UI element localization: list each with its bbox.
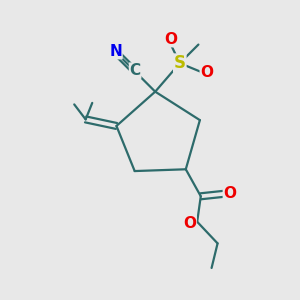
Text: O: O: [164, 32, 177, 47]
Text: C: C: [130, 63, 141, 78]
Text: N: N: [109, 44, 122, 59]
Text: S: S: [174, 54, 186, 72]
Text: O: O: [200, 65, 213, 80]
Text: O: O: [224, 186, 236, 201]
Text: O: O: [183, 216, 196, 231]
